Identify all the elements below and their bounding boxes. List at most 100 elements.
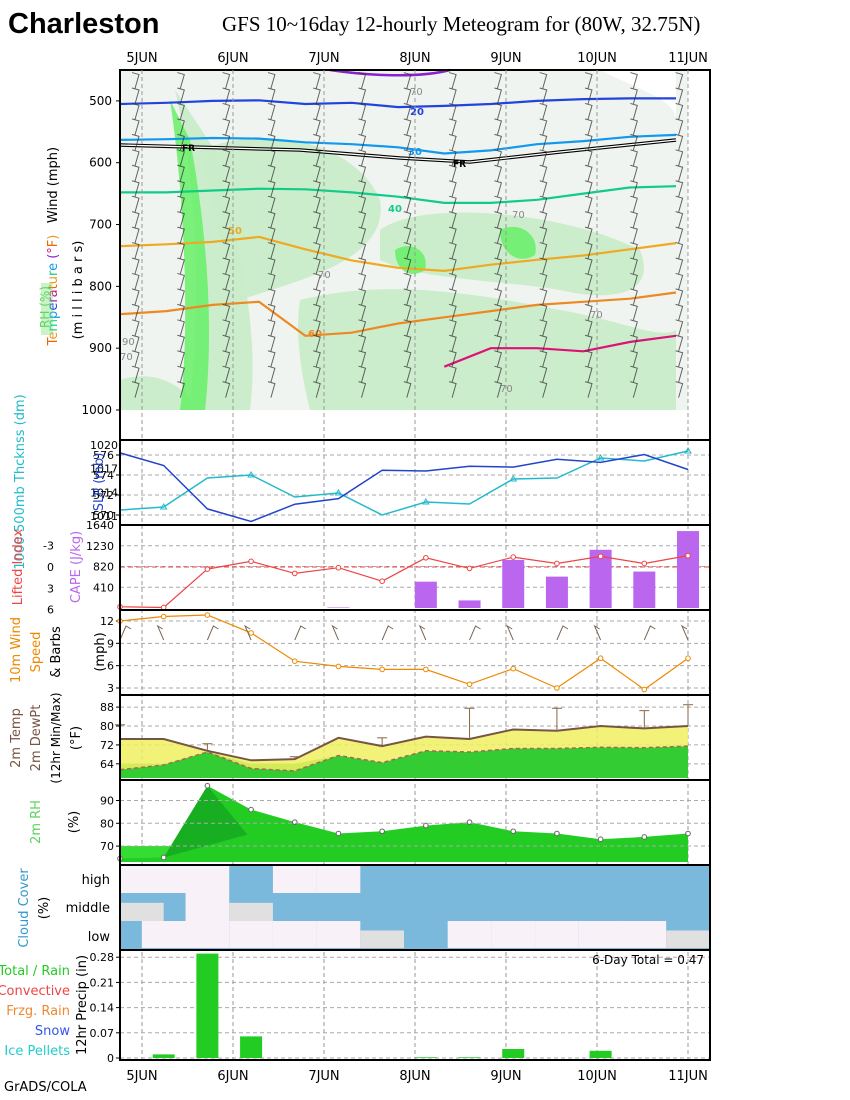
rh-pct-label: (%) bbox=[67, 811, 82, 834]
lifted-index-point bbox=[510, 554, 517, 560]
precip-label-text: 12hr Precip (in) bbox=[75, 955, 90, 1055]
tick-label: 6 bbox=[107, 660, 114, 673]
wind-barb bbox=[358, 381, 367, 398]
rh-peak-shade bbox=[163, 785, 248, 858]
wind-barb bbox=[177, 303, 185, 321]
wind-barb bbox=[584, 334, 593, 352]
degf-label: (°F) bbox=[69, 726, 84, 750]
wind-barb bbox=[584, 133, 593, 151]
wind-barb bbox=[539, 102, 548, 120]
cloud-level-label: low bbox=[88, 930, 111, 945]
degf-label-text: (°F) bbox=[69, 726, 84, 750]
minmax-word: (12hr Min/Max) bbox=[49, 692, 63, 783]
cape-bar bbox=[589, 549, 612, 608]
rh-label: RH (%) bbox=[38, 286, 52, 328]
wind-barb bbox=[403, 381, 412, 398]
wind-barb bbox=[448, 195, 457, 213]
wind-barb bbox=[494, 195, 503, 213]
rh-point bbox=[248, 806, 254, 813]
wind-barb bbox=[313, 164, 321, 182]
wind-barb bbox=[630, 303, 638, 321]
wind-barb bbox=[222, 211, 231, 228]
wind-barb bbox=[313, 149, 321, 166]
wind-barb bbox=[177, 211, 185, 228]
wind-barb bbox=[630, 365, 638, 383]
wind-barb bbox=[267, 350, 276, 367]
series-thickness-line bbox=[119, 450, 689, 516]
surface-wind-barb bbox=[506, 624, 514, 641]
cape-label-text: CAPE (J/kg) bbox=[69, 531, 84, 603]
wind-barb bbox=[403, 272, 412, 290]
rh-70-area bbox=[200, 138, 381, 300]
wind-label-b: Speed & Barbs bbox=[29, 626, 64, 678]
wind-barb bbox=[222, 226, 231, 244]
upper-air-ylabels: Wind (mph) Temperature (°F) (m i l l i b a… bbox=[38, 147, 86, 346]
lifted-index-point bbox=[335, 564, 342, 571]
lifted-index-point bbox=[423, 554, 429, 561]
precip-total: 6-Day Total = 0.47 bbox=[592, 953, 704, 967]
wind-barb bbox=[358, 133, 367, 151]
tick-label: 0.21 bbox=[90, 976, 115, 989]
date-label-bottom: 6JUN bbox=[217, 1069, 248, 1084]
wind-barb bbox=[313, 381, 321, 398]
cape-tick-label: 1230 bbox=[86, 540, 114, 553]
date-label-bottom: 5JUN bbox=[126, 1069, 157, 1084]
tick-label: 0.07 bbox=[90, 1027, 115, 1040]
rh-point bbox=[685, 830, 691, 837]
thickness-marker bbox=[596, 454, 605, 461]
wind-barb bbox=[494, 226, 503, 244]
wind-barb bbox=[494, 303, 503, 321]
cloud-cell bbox=[272, 921, 317, 948]
wind-speed-word: Speed bbox=[29, 632, 44, 673]
wind-barb bbox=[403, 319, 412, 336]
tick-label: 12 bbox=[100, 615, 114, 628]
wind-barb bbox=[403, 257, 412, 275]
wind-barb bbox=[313, 195, 321, 213]
wind-barb bbox=[494, 334, 503, 352]
wind-barb bbox=[630, 164, 638, 182]
wind-barb bbox=[403, 350, 412, 367]
wind-barb bbox=[313, 319, 321, 336]
wind-barb bbox=[675, 164, 684, 182]
wind-barb bbox=[403, 164, 412, 182]
wind-barb bbox=[539, 350, 548, 367]
wind-barb bbox=[448, 319, 457, 336]
wind-barb bbox=[267, 87, 276, 105]
wind-barb bbox=[494, 319, 503, 336]
cloud-cover-label: Cloud Cover bbox=[17, 868, 32, 948]
wind-barb bbox=[630, 226, 638, 244]
slp-tick-label: 1014 bbox=[90, 486, 118, 499]
rh-contour-label: 90 bbox=[122, 337, 135, 348]
tick-label: 572 bbox=[93, 489, 114, 502]
wind-barb bbox=[539, 149, 548, 166]
wind-barb bbox=[313, 303, 321, 321]
tick-label: 574 bbox=[93, 469, 114, 482]
wind-barb bbox=[267, 365, 276, 383]
wind-barb bbox=[539, 164, 548, 182]
cape-tick-label: 1640 bbox=[86, 519, 114, 532]
wind-barb bbox=[494, 164, 503, 182]
cloud-pct-label: (%) bbox=[37, 897, 52, 920]
wind-barb bbox=[222, 180, 231, 197]
rh-point bbox=[379, 828, 385, 835]
wind-barb bbox=[313, 211, 321, 228]
wind-barb bbox=[675, 226, 684, 244]
wind-barb bbox=[675, 257, 684, 275]
wind-barb bbox=[494, 288, 503, 306]
surface-wind-barb bbox=[381, 625, 394, 641]
freezing-label: FR bbox=[453, 160, 466, 170]
cloud-cell bbox=[578, 921, 623, 948]
tick-label: 80 bbox=[100, 817, 114, 830]
wind-barb bbox=[630, 87, 638, 105]
date-label-top: 9JUN bbox=[490, 51, 521, 66]
cape-tick-label: 820 bbox=[93, 561, 114, 574]
wind-barb bbox=[267, 102, 276, 120]
rh-point bbox=[160, 854, 167, 861]
slp-tick-label: 1011 bbox=[90, 510, 118, 523]
wind-barb bbox=[313, 180, 321, 197]
wind-barb bbox=[494, 350, 503, 367]
rh-point bbox=[335, 830, 342, 837]
wind-barb bbox=[584, 288, 593, 306]
wind-barb bbox=[584, 211, 593, 228]
wind-barb bbox=[131, 149, 140, 166]
